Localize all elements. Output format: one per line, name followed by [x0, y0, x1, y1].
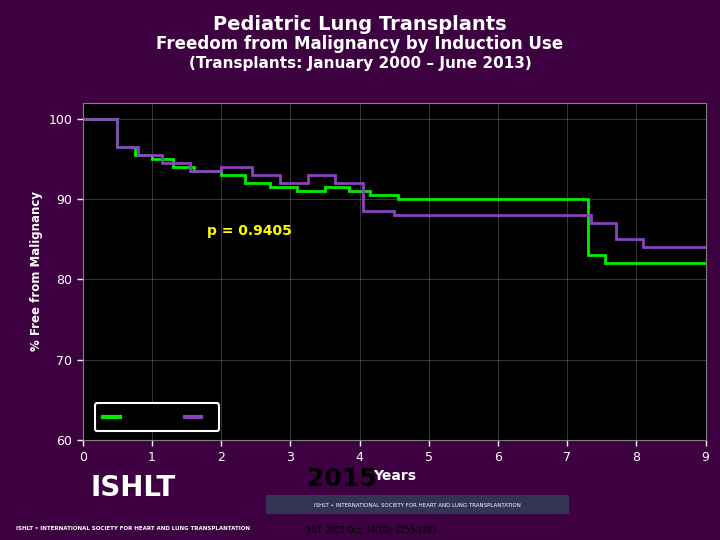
Text: 2015: 2015 [307, 467, 377, 490]
Text: Pediatric Lung Transplants: Pediatric Lung Transplants [213, 15, 507, 34]
Text: ISHLT: ISHLT [91, 474, 176, 502]
Text: Freedom from Malignancy by Induction Use: Freedom from Malignancy by Induction Use [156, 35, 564, 53]
X-axis label: Years: Years [373, 469, 415, 483]
Text: ISHLT • INTERNATIONAL SOCIETY FOR HEART AND LUNG TRANSPLANTATION: ISHLT • INTERNATIONAL SOCIETY FOR HEART … [314, 503, 521, 508]
Y-axis label: % Free from Malignancy: % Free from Malignancy [30, 191, 43, 352]
Text: ISHLT • INTERNATIONAL SOCIETY FOR HEART AND LUNG TRANSPLANTATION: ISHLT • INTERNATIONAL SOCIETY FOR HEART … [16, 526, 251, 531]
Text: JHLT. 2015 Oct; 34(10): 1255-1263: JHLT. 2015 Oct; 34(10): 1255-1263 [307, 526, 438, 535]
FancyBboxPatch shape [266, 495, 569, 514]
Text: (Transplants: January 2000 – June 2013): (Transplants: January 2000 – June 2013) [189, 56, 531, 71]
Text: p = 0.9405: p = 0.9405 [207, 224, 292, 238]
Legend: , : , [94, 403, 219, 431]
